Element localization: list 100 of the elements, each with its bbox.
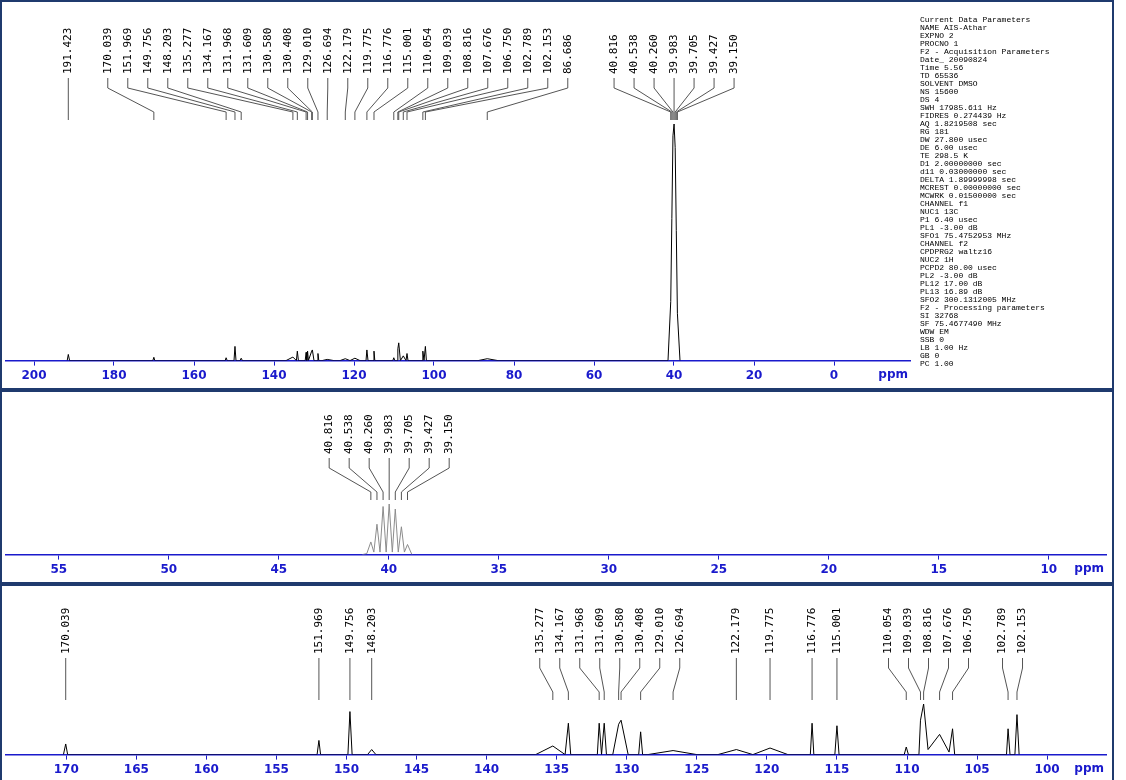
text: NUC2 1H	[920, 255, 955, 264]
text: PL12 17.00 dB	[920, 279, 984, 288]
text: EXPNO 2	[920, 31, 955, 40]
x-tick-label: 120	[754, 761, 780, 776]
x-axis-title: ppm	[1074, 760, 1104, 775]
x-tick-label: 180	[101, 367, 127, 382]
annotation: 134.167	[552, 607, 566, 654]
annotation: 116.776	[804, 607, 818, 654]
text: GB 0	[920, 351, 941, 360]
text: TD 65536	[920, 71, 960, 80]
text: DELTA 1.89999998 sec	[920, 175, 1017, 184]
text: SI 32768	[920, 311, 959, 320]
x-tick-label: 25	[710, 561, 728, 576]
text: CHANNEL f2	[920, 239, 969, 248]
text: MCWRK 0.01500000 sec	[920, 191, 1017, 200]
x-tick-label: 150	[333, 761, 360, 776]
annotation: 170.039	[58, 607, 72, 654]
annotation: 102.789	[520, 27, 534, 74]
annotation: 122.179	[340, 27, 354, 74]
annotation: 109.039	[901, 607, 915, 654]
annotation: 131.968	[220, 27, 234, 74]
x-tick-label: 125	[684, 761, 710, 776]
annotation: 40.816	[322, 414, 336, 454]
text: SWH 17985.611 Hz	[920, 103, 998, 112]
x-tick-label: 20	[820, 561, 838, 576]
x-tick-label: 160	[193, 761, 219, 776]
annotation: 102.153	[540, 27, 554, 74]
x-tick-label: 40	[665, 367, 683, 382]
annotation: 107.676	[941, 607, 955, 654]
text: SSB 0	[920, 335, 945, 344]
text: MCREST 0.00000000 sec	[920, 183, 1022, 192]
x-axis-title: ppm	[878, 366, 908, 381]
annotation: 116.776	[380, 27, 394, 74]
annotation: 148.203	[160, 27, 174, 74]
annotation: 39.983	[666, 34, 680, 74]
x-tick-label: 20	[745, 367, 763, 382]
annotation: 115.001	[400, 27, 414, 74]
x-tick-label: 200	[21, 367, 47, 382]
annotation: 149.756	[342, 607, 356, 654]
text: D1 2.00000000 sec	[920, 159, 1003, 168]
annotation: 108.816	[460, 27, 474, 74]
annotation: 40.538	[626, 34, 640, 74]
annotation: 40.816	[606, 34, 620, 74]
text: DS 4	[920, 95, 941, 104]
annotation: 109.039	[440, 27, 454, 74]
annotation: 191.423	[61, 27, 75, 74]
text: SF 75.4677490 MHz	[920, 319, 1003, 328]
text: NAME AIS-Athar	[920, 23, 989, 32]
text: RG 181	[920, 127, 950, 136]
annotation: 115.001	[829, 607, 843, 654]
annotation: 39.705	[686, 34, 700, 74]
annotation: 170.039	[100, 27, 114, 74]
x-tick-label: 30	[600, 561, 618, 576]
annotation: 102.789	[995, 607, 1009, 654]
x-tick-label: 40	[380, 561, 398, 576]
annotation: 134.167	[200, 27, 214, 74]
annotation: 129.010	[652, 607, 666, 654]
text: Current Data Parameters	[920, 15, 1032, 24]
text: F2 - Acquisition Parameters	[920, 47, 1051, 56]
annotation: 40.260	[362, 414, 376, 454]
text: PC 1.00	[920, 359, 955, 368]
annotation: 110.054	[881, 607, 895, 654]
annotation: 131.609	[240, 27, 254, 74]
x-tick-label: 160	[181, 367, 207, 382]
x-tick-label: 155	[263, 761, 289, 776]
text: PCPD2 80.00 usec	[920, 263, 998, 272]
annotation: 131.609	[592, 607, 606, 654]
x-tick-label: 60	[585, 367, 603, 382]
x-tick-label: 140	[474, 761, 500, 776]
annotation: 107.676	[480, 27, 494, 74]
annotation: 106.750	[961, 607, 975, 654]
text: DE 6.00 usec	[920, 143, 979, 152]
annotation: 122.179	[729, 607, 743, 654]
x-tick-label: 15	[930, 561, 948, 576]
x-axis-title: ppm	[1074, 560, 1104, 575]
text: SOLVENT DMSO	[920, 79, 979, 88]
annotation: 130.580	[260, 27, 274, 74]
text: PL13 16.89 dB	[920, 287, 984, 296]
annotation: 86.686	[560, 34, 574, 74]
annotation: 129.010	[300, 27, 314, 74]
x-tick-label: 115	[824, 761, 850, 776]
annotation: 108.816	[921, 607, 935, 654]
annotation: 102.153	[1015, 607, 1029, 654]
text: PROCNO 1	[920, 39, 960, 48]
annotation: 148.203	[364, 607, 378, 654]
text: TE 298.5 K	[920, 151, 969, 160]
annotation: 149.756	[140, 27, 154, 74]
x-tick-label: 10	[1040, 561, 1058, 576]
text: SFO2 300.1312005 MHz	[920, 295, 1017, 304]
x-tick-label: 165	[123, 761, 149, 776]
annotation: 130.408	[280, 27, 294, 74]
x-tick-label: 105	[964, 761, 990, 776]
text: F2 - Processing parameters	[920, 303, 1046, 312]
x-tick-label: 45	[270, 561, 288, 576]
x-tick-label: 100	[421, 367, 447, 382]
x-tick-label: 120	[341, 367, 367, 382]
text: CPDPRG2 waltz16	[920, 247, 993, 256]
text: CHANNEL f1	[920, 199, 969, 208]
text: Date_ 20090824	[920, 55, 988, 64]
annotation: 40.538	[342, 414, 356, 454]
